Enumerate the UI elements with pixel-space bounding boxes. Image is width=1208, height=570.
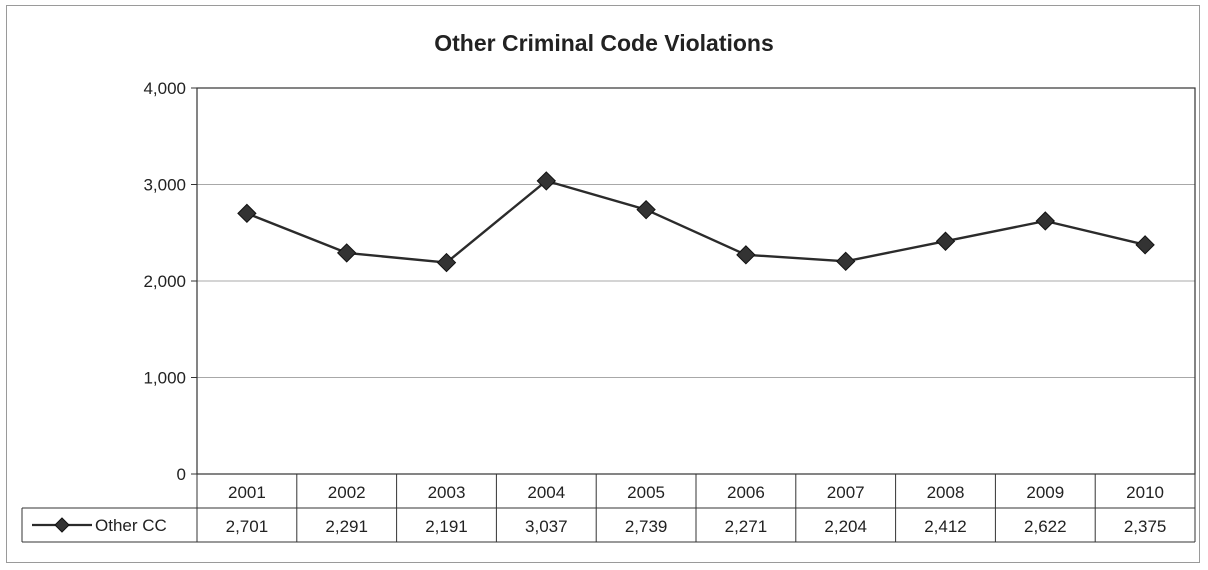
x-category-label: 2004	[527, 483, 565, 502]
chart-frame	[6, 5, 1200, 563]
series-other-cc	[237, 171, 1155, 273]
data-point-marker	[1135, 235, 1155, 255]
table-value-cell: 2,701	[226, 517, 269, 536]
x-category-label: 2007	[827, 483, 865, 502]
data-point-marker	[736, 245, 756, 265]
data-point-marker	[237, 203, 257, 224]
data-point-marker	[536, 171, 557, 191]
x-category-label: 2008	[927, 483, 965, 502]
legend-marker-other-cc	[54, 517, 70, 533]
legend-label-other-cc: Other CC	[95, 516, 167, 535]
data-point-marker	[935, 231, 956, 251]
y-tick-label: 1,000	[143, 369, 186, 388]
y-tick-label: 3,000	[143, 176, 186, 195]
table-value-cell: 2,622	[1024, 517, 1067, 536]
table-value-cell: 3,037	[525, 517, 568, 536]
chart-title: Other Criminal Code Violations	[434, 30, 774, 56]
y-axis-tick-labels: 0 1,000 2,000 3,000 4,000	[143, 79, 186, 484]
x-category-label: 2002	[328, 483, 366, 502]
data-point-marker	[436, 252, 457, 273]
table-value-cell: 2,204	[824, 517, 867, 536]
y-tick-label: 2,000	[143, 272, 186, 291]
table-value-cell: 2,739	[625, 517, 668, 536]
x-category-label: 2006	[727, 483, 765, 502]
data-point-marker	[636, 199, 656, 220]
table-value-cell: 2,191	[425, 517, 468, 536]
x-category-label: 2001	[228, 483, 266, 502]
table-value-cell: 2,291	[325, 517, 368, 536]
table-value-cell: 2,375	[1124, 517, 1167, 536]
y-tick-label: 0	[177, 465, 186, 484]
series-line-other-cc	[246, 179, 1146, 264]
data-point-marker	[336, 243, 357, 263]
x-category-label: 2003	[428, 483, 466, 502]
table-value-cell: 2,412	[924, 517, 967, 536]
y-tick-label: 4,000	[143, 79, 186, 98]
table-value-cell: 2,271	[725, 517, 768, 536]
x-category-label: 2009	[1026, 483, 1064, 502]
data-point-marker	[1035, 211, 1056, 231]
x-category-label: 2010	[1126, 483, 1164, 502]
x-category-label: 2005	[627, 483, 665, 502]
gridlines	[191, 87, 1196, 475]
data-table: 2001 2002 2003 2004 2005 2006 2007 2008 2009 2010…	[21, 474, 1196, 543]
data-point-marker	[835, 251, 856, 272]
